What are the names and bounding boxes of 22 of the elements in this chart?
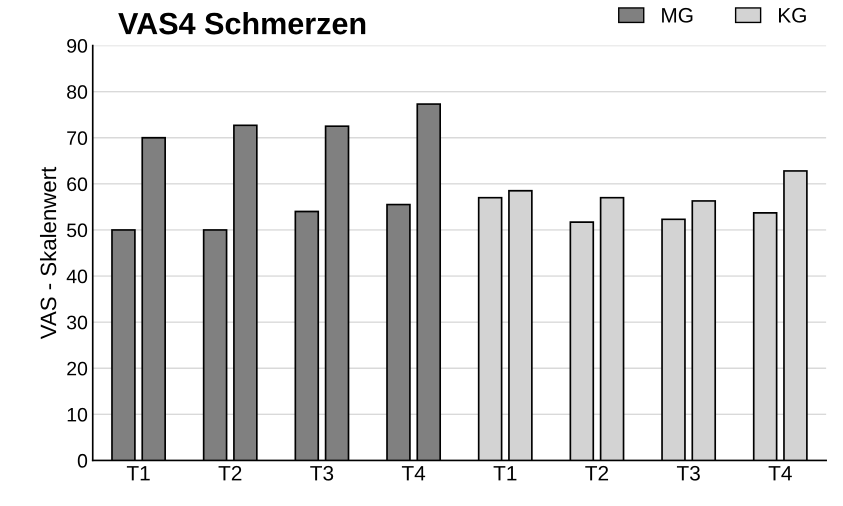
x-tick-label: T2: [585, 466, 608, 480]
y-tick-label: 50: [67, 223, 88, 238]
x-tick-label: T4: [402, 466, 426, 480]
chart-title: VAS4 Schmerzen: [118, 12, 366, 34]
y-tick-label: 0: [78, 454, 88, 468]
y-tick-label: 40: [66, 270, 88, 284]
y-tick-label: 90: [67, 39, 88, 53]
y-tick-label: 10: [68, 408, 88, 422]
y-tick-label: 30: [66, 316, 88, 330]
y-tick-label: 60: [67, 177, 88, 192]
x-tick-label: T1: [126, 466, 150, 480]
y-tick-label: 20: [67, 362, 88, 376]
x-tick-label: T3: [310, 466, 334, 481]
legend-label: KG: [779, 8, 806, 23]
y-tick-label: 70: [67, 131, 88, 145]
x-tick-label: T2: [218, 466, 242, 480]
legend-label: MG: [662, 8, 692, 23]
y-tick-label: 80: [67, 85, 88, 99]
x-tick-label: T1: [494, 466, 516, 480]
y-axis-title: VAS - Skalenwert: [40, 166, 56, 340]
x-tick-label: T3: [676, 466, 700, 481]
x-tick-label: T4: [768, 466, 792, 480]
